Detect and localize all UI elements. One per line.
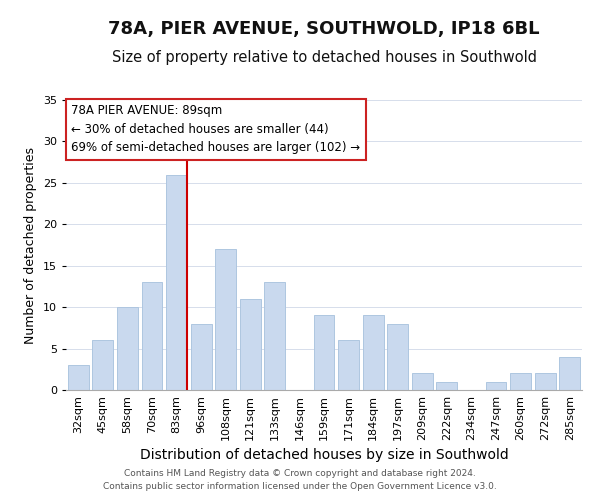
Text: 78A, PIER AVENUE, SOUTHWOLD, IP18 6BL: 78A, PIER AVENUE, SOUTHWOLD, IP18 6BL (108, 20, 540, 38)
Bar (387, 324, 408, 390)
Bar (510, 374, 531, 390)
Bar (142, 282, 163, 390)
Text: Contains HM Land Registry data © Crown copyright and database right 2024.: Contains HM Land Registry data © Crown c… (124, 468, 476, 477)
Bar (485, 382, 506, 390)
Bar (436, 382, 457, 390)
Bar (362, 316, 383, 390)
Bar (92, 340, 113, 390)
X-axis label: Distribution of detached houses by size in Southwold: Distribution of detached houses by size … (140, 448, 508, 462)
Text: Contains public sector information licensed under the Open Government Licence v3: Contains public sector information licen… (103, 482, 497, 491)
Bar (314, 316, 334, 390)
Bar (535, 374, 556, 390)
Bar (559, 357, 580, 390)
Bar (166, 174, 187, 390)
Bar (191, 324, 212, 390)
Bar (338, 340, 359, 390)
Text: Size of property relative to detached houses in Southwold: Size of property relative to detached ho… (112, 50, 536, 65)
Bar (265, 282, 286, 390)
Bar (412, 374, 433, 390)
Bar (215, 249, 236, 390)
Text: 78A PIER AVENUE: 89sqm
← 30% of detached houses are smaller (44)
69% of semi-det: 78A PIER AVENUE: 89sqm ← 30% of detached… (71, 104, 360, 154)
Bar (240, 299, 261, 390)
Bar (117, 307, 138, 390)
Bar (68, 365, 89, 390)
Y-axis label: Number of detached properties: Number of detached properties (24, 146, 37, 344)
